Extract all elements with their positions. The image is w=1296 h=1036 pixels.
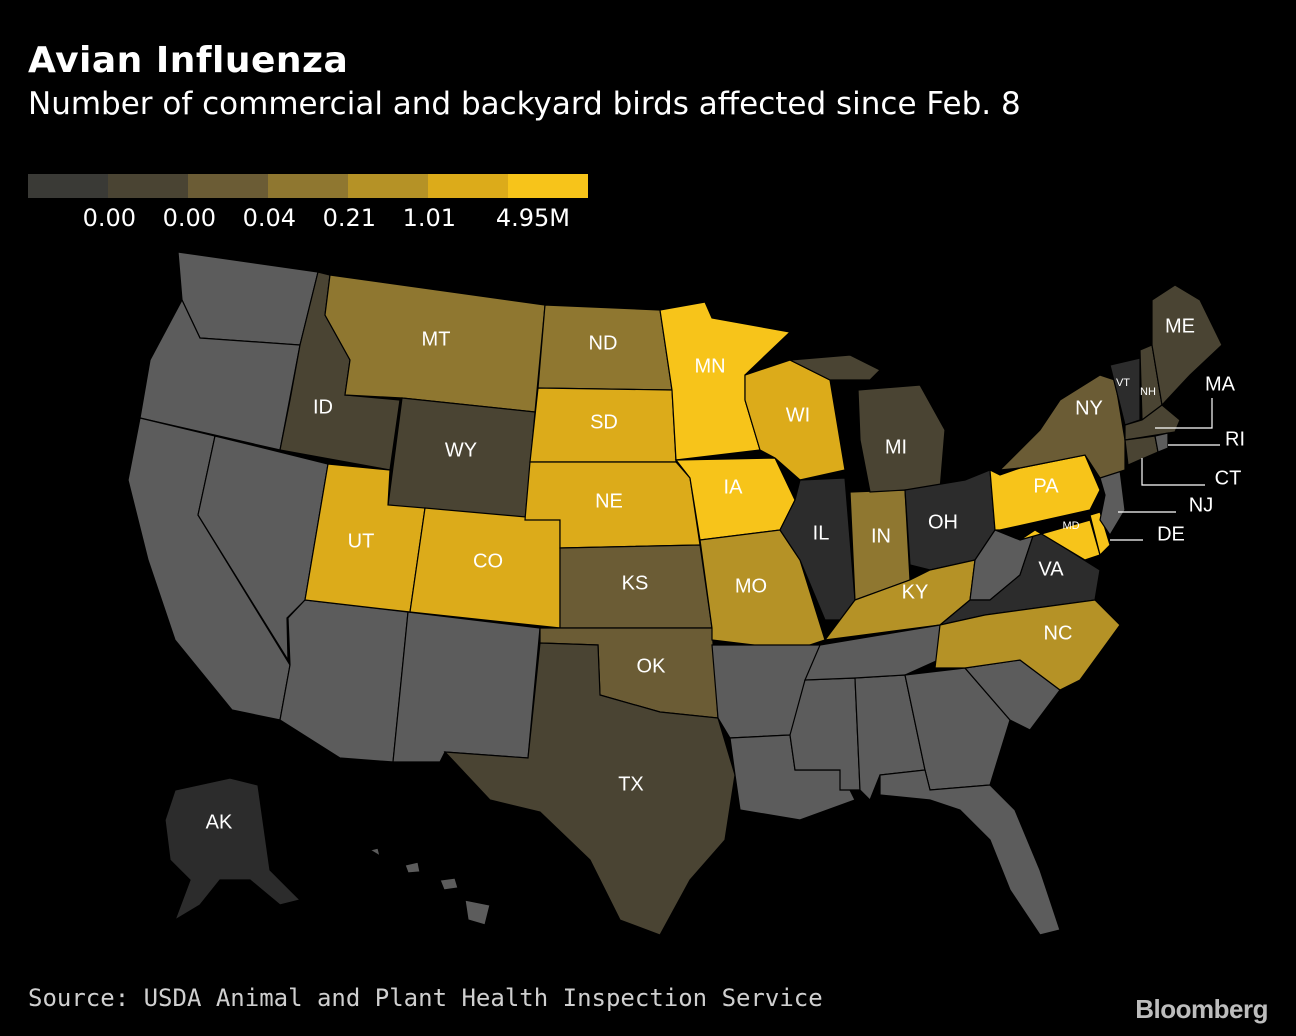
legend-label-1: 0.00 bbox=[82, 204, 136, 232]
label-in: IN bbox=[871, 525, 891, 547]
label-id: ID bbox=[313, 396, 333, 418]
state-il[interactable] bbox=[779, 477, 856, 621]
label-ct: CT bbox=[1215, 467, 1242, 489]
legend-swatch-4 bbox=[268, 174, 348, 198]
legend-swatch-7 bbox=[508, 174, 588, 198]
label-oh: OH bbox=[928, 511, 958, 533]
label-md: MD bbox=[1062, 520, 1079, 532]
callout-line-ma bbox=[1155, 398, 1213, 429]
label-me: ME bbox=[1165, 315, 1195, 337]
chart-subtitle: Number of commercial and backyard birds … bbox=[28, 86, 1021, 122]
label-sd: SD bbox=[590, 411, 618, 433]
state-wa[interactable] bbox=[177, 251, 319, 346]
label-nc: NC bbox=[1044, 622, 1073, 644]
brand-logo: Bloomberg bbox=[1135, 994, 1268, 1024]
label-va: VA bbox=[1038, 558, 1064, 580]
legend-label-4: 0.21 bbox=[322, 204, 376, 232]
legend-swatch-6 bbox=[428, 174, 508, 198]
label-wi: WI bbox=[786, 404, 810, 426]
legend-swatch-3 bbox=[188, 174, 268, 198]
legend-label-3: 0.04 bbox=[242, 204, 296, 232]
legend-color-scale bbox=[28, 174, 588, 198]
label-il: IL bbox=[813, 522, 830, 544]
label-mt: MT bbox=[422, 328, 451, 350]
legend-labels: 0.00 0.00 0.04 0.21 1.01 4.95M bbox=[0, 204, 620, 240]
label-ma: MA bbox=[1205, 373, 1236, 395]
state-tx[interactable] bbox=[443, 642, 736, 936]
legend-label-2: 0.00 bbox=[162, 204, 216, 232]
label-ok: OK bbox=[637, 655, 667, 677]
us-map: AK MT ND MN ID WY SD WI MI IA NE UT CO I… bbox=[127, 251, 1245, 936]
state-md[interactable] bbox=[1019, 519, 1101, 561]
state-nm[interactable] bbox=[392, 611, 541, 763]
state-pa[interactable] bbox=[989, 454, 1101, 531]
state-nj[interactable] bbox=[1099, 469, 1126, 537]
state-hi[interactable] bbox=[368, 847, 491, 926]
state-az[interactable] bbox=[279, 599, 409, 763]
label-ne: NE bbox=[595, 490, 623, 512]
label-ia: IA bbox=[724, 476, 744, 498]
label-ak: AK bbox=[206, 811, 233, 833]
state-ak[interactable] bbox=[164, 777, 302, 922]
legend-label-5: 1.01 bbox=[402, 204, 456, 232]
label-nj: NJ bbox=[1189, 494, 1213, 516]
label-pa: PA bbox=[1033, 475, 1059, 497]
label-ri: RI bbox=[1225, 428, 1245, 450]
label-ks: KS bbox=[622, 572, 649, 594]
state-de[interactable] bbox=[1089, 511, 1111, 557]
state-fl[interactable] bbox=[879, 769, 1061, 936]
label-de: DE bbox=[1157, 523, 1185, 545]
label-tx: TX bbox=[618, 773, 644, 795]
label-co: CO bbox=[473, 550, 503, 572]
label-mi: MI bbox=[885, 436, 907, 458]
label-ky: KY bbox=[902, 581, 929, 603]
state-nc[interactable] bbox=[934, 599, 1121, 691]
label-mo: MO bbox=[735, 575, 767, 597]
state-ri[interactable] bbox=[1154, 432, 1169, 453]
label-ny: NY bbox=[1075, 397, 1103, 419]
legend-swatch-2 bbox=[108, 174, 188, 198]
label-mn: MN bbox=[694, 355, 725, 377]
state-me[interactable] bbox=[1151, 284, 1223, 407]
legend-label-6: 4.95M bbox=[495, 204, 570, 232]
label-nh: NH bbox=[1140, 386, 1156, 398]
chart-title: Avian Influenza bbox=[28, 40, 349, 81]
callout-line-ct bbox=[1141, 458, 1205, 486]
legend-swatch-1 bbox=[28, 174, 108, 198]
label-ut: UT bbox=[348, 530, 375, 552]
legend-swatch-5 bbox=[348, 174, 428, 198]
source-note: Source: USDA Animal and Plant Health Ins… bbox=[28, 984, 823, 1012]
label-wy: WY bbox=[445, 439, 477, 461]
label-vt: VT bbox=[1116, 377, 1130, 389]
label-nd: ND bbox=[589, 332, 618, 354]
